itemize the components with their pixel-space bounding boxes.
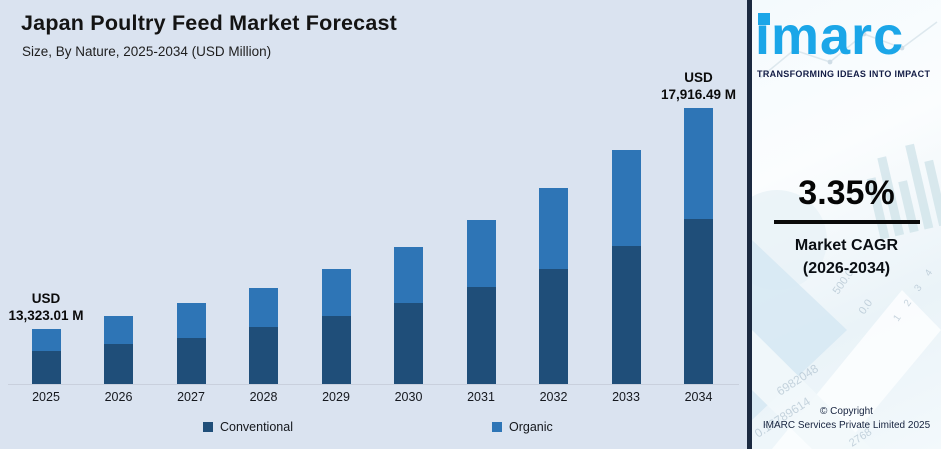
x-tick-2029: 2029: [322, 390, 350, 404]
organic-swatch-icon: [492, 422, 502, 432]
legend-label-organic: Organic: [509, 420, 553, 434]
cagr-label-line1: Market CAGR: [794, 237, 899, 254]
x-tick-2025: 2025: [32, 390, 60, 404]
bar-2033: [611, 149, 641, 384]
x-tick-2026: 2026: [104, 390, 133, 404]
conventional-segment-2031: [466, 287, 496, 384]
x-tick-2031: 2031: [467, 390, 495, 404]
conventional-segment-2027: [176, 337, 206, 384]
svg-text:6982048: 6982048: [774, 361, 821, 398]
imarc-tagline: TRANSFORMING IDEAS INTO IMPACT: [757, 69, 931, 79]
cagr-label-line2: (2026-2034): [802, 260, 891, 277]
conventional-segment-2032: [539, 268, 568, 384]
x-tick-2033: 2033: [612, 390, 640, 404]
svg-text:0.0: 0.0: [857, 297, 876, 316]
value-label-2025: USD 13,323.01 M: [8, 291, 84, 323]
imarc-logo: imarc TRANSFORMING IDEAS INTO IMPACT: [752, 4, 941, 79]
conventional-segment-2033: [611, 246, 641, 384]
organic-segment-2034: [684, 108, 713, 219]
organic-segment-2027: [176, 303, 206, 338]
bar-2027: [176, 303, 206, 384]
conventional-segment-2030: [394, 303, 423, 384]
cagr-block: 3.35% Market CAGR (2026-2034): [752, 174, 941, 280]
x-tick-2034: 2034: [684, 390, 713, 404]
imarc-logo-text: imarc: [755, 6, 905, 66]
bar-2032: [539, 188, 568, 384]
conventional-segment-2028: [249, 327, 278, 384]
x-tick-2027: 2027: [177, 390, 205, 404]
value-label-2034: USD 17,916.49 M: [660, 70, 737, 102]
organic-segment-2029: [321, 268, 351, 316]
organic-segment-2028: [249, 287, 278, 327]
conventional-swatch-icon: [203, 422, 213, 432]
bar-2028: [249, 287, 278, 384]
copyright-line1: © Copyright: [820, 406, 873, 417]
bar-2029: [321, 268, 351, 384]
organic-segment-2030: [394, 247, 423, 303]
bar-2025: [31, 329, 61, 384]
brand-panel: 500.0 0.0 1 2 3 4 6982048 0.13789614 276…: [752, 0, 941, 449]
organic-segment-2032: [539, 188, 568, 269]
bar-2034: [684, 108, 713, 384]
section-divider: [747, 0, 752, 449]
conventional-segment-2034: [684, 219, 713, 384]
imarc-logo-square-dot-icon: [758, 13, 770, 25]
x-tick-2030: 2030: [394, 390, 423, 404]
legend-label-conventional: Conventional: [220, 420, 293, 434]
bar-2026: [104, 315, 133, 384]
bar-2031: [466, 220, 496, 384]
organic-segment-2025: [31, 329, 61, 351]
chart-subtitle: Size, By Nature, 2025-2034 (USD Million): [22, 44, 272, 59]
x-tick-2028: 2028: [249, 390, 278, 404]
conventional-segment-2025: [31, 350, 61, 384]
legend-item-conventional: Conventional: [203, 420, 293, 434]
organic-segment-2026: [104, 315, 133, 344]
copyright-notice: © Copyright IMARC Services Private Limit…: [752, 405, 941, 433]
cagr-value: 3.35%: [798, 174, 895, 212]
conventional-segment-2026: [104, 343, 133, 384]
organic-segment-2031: [466, 220, 496, 287]
x-axis-line: [8, 384, 739, 385]
x-tick-2032: 2032: [539, 390, 568, 404]
cagr-underline: [773, 220, 920, 224]
conventional-segment-2029: [321, 315, 351, 384]
organic-segment-2033: [611, 149, 641, 246]
bar-2030: [394, 247, 423, 384]
chart-title: Japan Poultry Feed Market Forecast: [21, 11, 398, 35]
legend-item-organic: Organic: [492, 420, 553, 434]
copyright-line2: IMARC Services Private Limited 2025: [762, 420, 931, 431]
chart-section: Japan Poultry Feed Market Forecast Size,…: [8, 11, 739, 434]
